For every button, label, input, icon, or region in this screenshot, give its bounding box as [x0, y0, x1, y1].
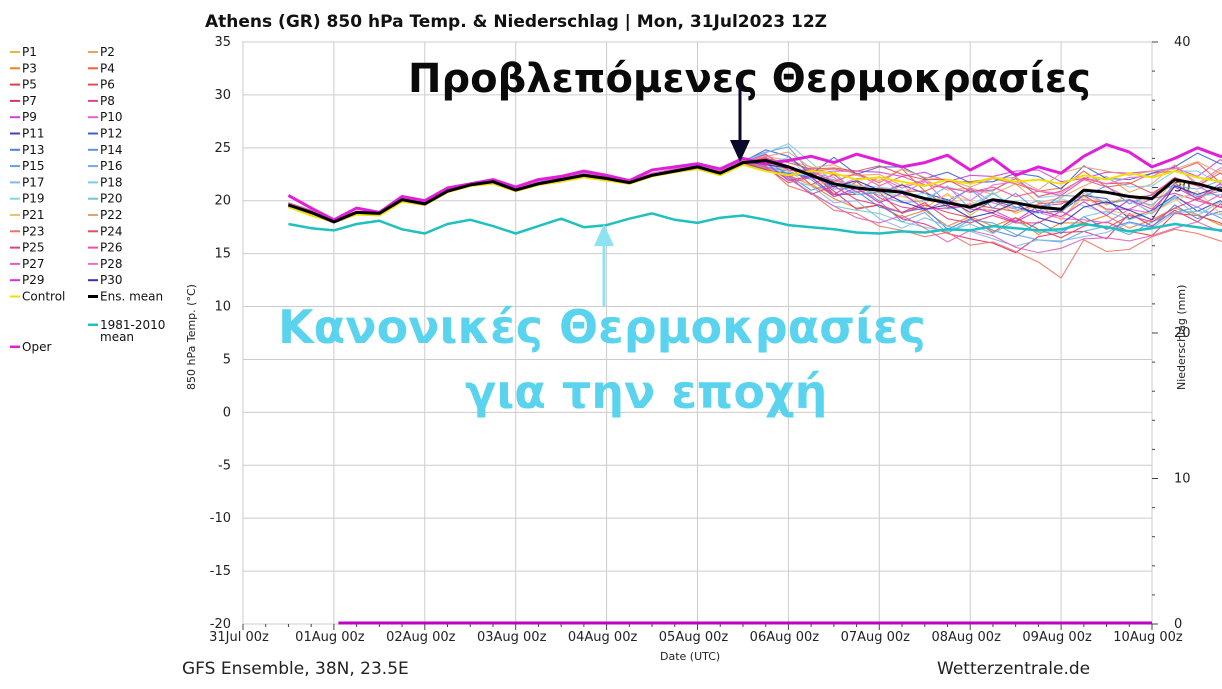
chart-title: Athens (GR) 850 hPa Temp. & Niederschlag… [205, 12, 827, 32]
legend-label: P13 [22, 143, 45, 157]
x-tick-label: 03Aug 00z [477, 630, 547, 645]
legend-label: P23 [22, 224, 45, 238]
legend-label: P4 [100, 61, 115, 75]
annotation-normal: Κανονικές Θερμοκρασίες για την εποχή [278, 224, 926, 419]
legend-label: 1981-2010 [100, 318, 165, 332]
legend-label: P25 [22, 241, 45, 255]
annotation-forecast-text: Προβλεπόμενες Θερμοκρασίες [408, 56, 1091, 102]
y-tick-label: 0 [223, 405, 231, 420]
y-tick-label: 5 [223, 352, 231, 367]
y2-tick-label: 20 [1174, 326, 1191, 341]
annotation-forecast: Προβλεπόμενες Θερμοκρασίες [408, 56, 1091, 162]
y-tick-label: 10 [214, 300, 231, 315]
annotation-normal-text-1: Κανονικές Θερμοκρασίες [278, 300, 926, 354]
y2-tick-label: 10 [1174, 472, 1191, 487]
legend-label: P6 [100, 78, 115, 92]
legend-label: Control [22, 290, 65, 304]
legend-label: P18 [100, 175, 123, 189]
y-tick-label: -15 [210, 564, 231, 579]
legend-label: P7 [22, 94, 37, 108]
x-tick-label: 06Aug 00z [750, 630, 820, 645]
y2-axis-label: Niederschlag (mm) [1175, 285, 1188, 390]
legend-label: P1 [22, 45, 37, 59]
y-tick-label: 20 [214, 194, 231, 209]
y-tick-label: 35 [214, 35, 231, 50]
series-line-oper [287, 143, 1222, 222]
footer-source: GFS Ensemble, 38N, 23.5E [182, 659, 409, 679]
y-tick-label: -10 [210, 511, 231, 526]
legend-label: P5 [22, 78, 37, 92]
legend-label: P20 [100, 192, 123, 206]
x-tick-label: 05Aug 00z [659, 630, 729, 645]
legend-label: P14 [100, 143, 123, 157]
y-tick-label: 30 [214, 88, 231, 103]
x-tick-label: 31Jul 00z [209, 630, 269, 645]
legend-label: P9 [22, 110, 37, 124]
x-tick-label: 10Aug 00z [1113, 630, 1183, 645]
legend-label: P26 [100, 241, 123, 255]
y-tick-label: -20 [210, 617, 231, 632]
legend-label: P3 [22, 61, 37, 75]
legend-label: P30 [100, 273, 123, 287]
legend-label: P10 [100, 110, 123, 124]
legend-label: P22 [100, 208, 123, 222]
footer-site: Wetterzentrale.de [937, 659, 1090, 679]
legend-label: P19 [22, 192, 45, 206]
x-tick-label: 07Aug 00z [841, 630, 911, 645]
legend-label: Oper [22, 340, 51, 354]
legend-label: Ens. mean [100, 290, 163, 304]
legend-label: P12 [100, 127, 123, 141]
legend-label: P8 [100, 94, 115, 108]
legend-label: P29 [22, 273, 45, 287]
y-tick-label: 25 [214, 141, 231, 156]
legend-label: P21 [22, 208, 45, 222]
legend-label: P2 [100, 45, 115, 59]
y-axis-ticks: 35 30 25 20 15 10 5 0 -5 -10 -15 -20 [210, 35, 231, 632]
legend: P1 P2 P3 P4 P5 P6 P7 P8 P9 P10 P11 P12 P13 P14 P15 P16 P… [10, 45, 165, 354]
x-tick-label: 01Aug 00z [295, 630, 365, 645]
x-axis-label: Date (UTC) [660, 650, 720, 663]
x-tick-label: 09Aug 00z [1022, 630, 1092, 645]
legend-label: P16 [100, 159, 123, 173]
y-tick-label: -5 [218, 458, 231, 473]
x-tick-label: 04Aug 00z [568, 630, 638, 645]
series-line-1981-2010-mean [288, 212, 1222, 235]
legend-label: P15 [22, 159, 45, 173]
annotation-normal-text-2: για την εποχή [465, 365, 827, 419]
x-axis-ticks: 31Jul 00z 01Aug 00z 02Aug 00z 03Aug 00z 04Au… [209, 630, 1183, 645]
y2-tick-label: 40 [1174, 35, 1191, 50]
grid [242, 41, 1158, 630]
y2-tick-label: 0 [1174, 617, 1182, 632]
legend-label: P24 [100, 224, 123, 238]
y-tick-label: 15 [214, 247, 231, 262]
main-series [287, 143, 1222, 625]
annotation-normal-arrowhead [594, 224, 614, 246]
annotation-forecast-arrowhead [730, 140, 750, 162]
legend-label: P27 [22, 257, 45, 271]
legend-label: P17 [22, 175, 45, 189]
y-axis-label: 850 hPa Temp. (°C) [185, 284, 198, 390]
series-line-ens-mean [287, 159, 1222, 224]
x-tick-label: 02Aug 00z [386, 630, 456, 645]
legend-label: P28 [100, 257, 123, 271]
x-tick-label: 08Aug 00z [931, 630, 1001, 645]
legend-label: P11 [22, 127, 45, 141]
legend-label: mean [100, 330, 134, 344]
